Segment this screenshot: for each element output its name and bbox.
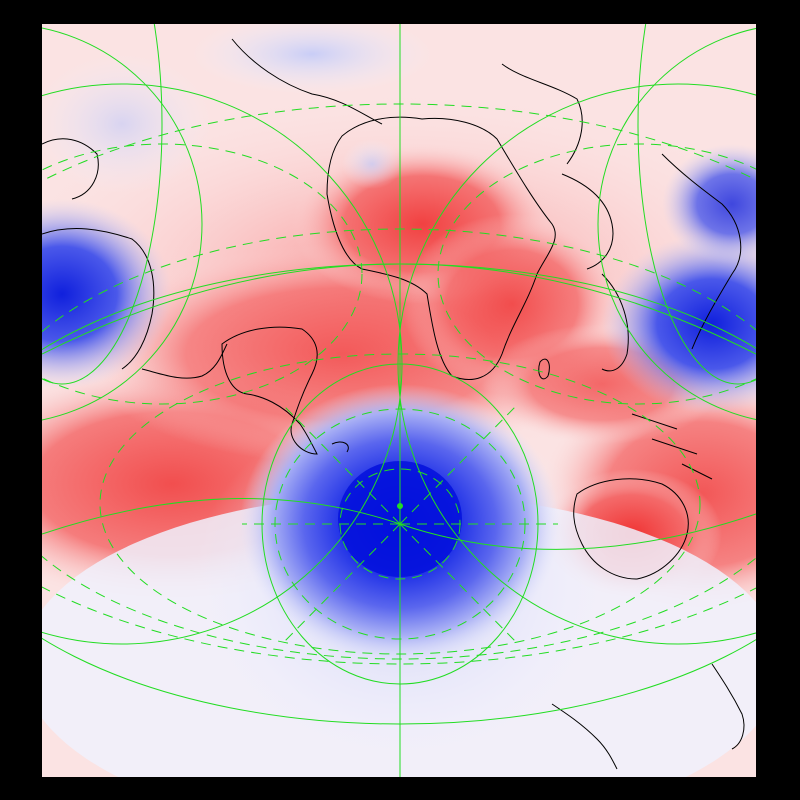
parallel-arc-east [437, 143, 756, 405]
north-america-coast [42, 228, 155, 370]
south-pole-marker [397, 503, 403, 509]
meridian-curve-north [42, 263, 756, 355]
new-zealand-coast [711, 663, 745, 750]
central-america-coast [141, 343, 228, 379]
eurasia-coast [501, 63, 583, 165]
east-asia-coast [661, 153, 742, 350]
indonesia-coast [631, 413, 713, 480]
anomaly-map [42, 24, 756, 777]
radial-1 [281, 403, 401, 525]
meridian-arc-west-1 [42, 83, 403, 645]
india-coast [601, 273, 629, 372]
antarctic-peninsula-coast [331, 441, 349, 453]
europe-coast [231, 38, 383, 125]
south-america-coast [221, 326, 318, 455]
greenland-coast [42, 138, 99, 200]
iberia-pale [342, 139, 402, 189]
meridian-arc-west-3 [42, 24, 163, 385]
meridian-arc-east-3 [637, 24, 756, 385]
arabia-coast [561, 173, 614, 270]
australia-coast [573, 478, 689, 580]
meridian-arc-east-2 [597, 27, 756, 421]
parallel-arc-west [42, 143, 363, 405]
meridian-arc-west-2 [42, 27, 203, 421]
arctic-pale-top [192, 24, 432, 94]
africa-coast [326, 116, 556, 380]
coastlines [42, 38, 745, 770]
radial-3 [281, 523, 401, 645]
siberia-cold-anomaly [662, 144, 756, 264]
parallel-ring-60 [99, 353, 701, 655]
south-coast-lower [551, 703, 618, 770]
graticule-parallels [42, 103, 756, 665]
meridian-arc-east-1 [397, 83, 756, 645]
asia-cold-anomaly [602, 234, 756, 414]
parallel-ring-40 [42, 103, 756, 665]
parallel-ring-50 [42, 228, 756, 660]
radial-4 [399, 523, 519, 645]
radial-2 [399, 403, 519, 525]
arctic-pale-left [42, 54, 212, 194]
